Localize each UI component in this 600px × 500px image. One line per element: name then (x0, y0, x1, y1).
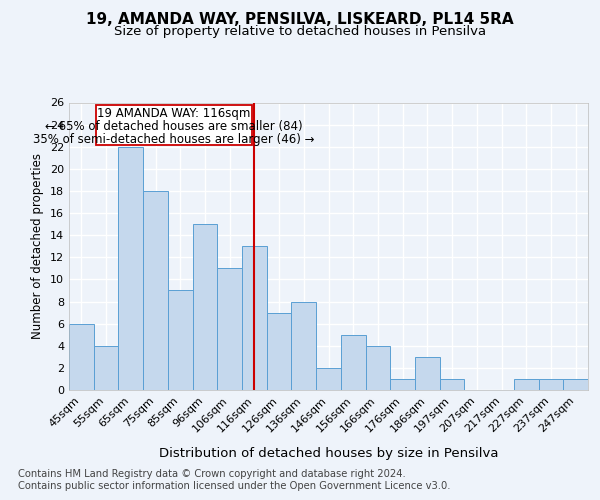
Bar (415, 357, 440, 390)
Bar (514, 379, 539, 390)
Bar (143, 191, 168, 390)
Bar (242, 246, 267, 390)
Text: 19, AMANDA WAY, PENSILVA, LISKEARD, PL14 5RA: 19, AMANDA WAY, PENSILVA, LISKEARD, PL14… (86, 12, 514, 28)
Bar (267, 312, 292, 390)
Bar (69, 324, 94, 390)
Bar (390, 379, 415, 390)
Bar (193, 224, 217, 390)
Text: Contains public sector information licensed under the Open Government Licence v3: Contains public sector information licen… (18, 481, 451, 491)
Bar (341, 334, 365, 390)
Bar (539, 379, 563, 390)
Bar (365, 346, 390, 390)
Bar (217, 268, 242, 390)
Bar (168, 290, 193, 390)
Text: Size of property relative to detached houses in Pensilva: Size of property relative to detached ho… (114, 25, 486, 38)
Bar (440, 379, 464, 390)
Text: Contains HM Land Registry data © Crown copyright and database right 2024.: Contains HM Land Registry data © Crown c… (18, 469, 406, 479)
Bar (292, 302, 316, 390)
Text: 19 AMANDA WAY: 116sqm: 19 AMANDA WAY: 116sqm (97, 107, 251, 120)
Text: ← 65% of detached houses are smaller (84): ← 65% of detached houses are smaller (84… (45, 120, 303, 133)
Y-axis label: Number of detached properties: Number of detached properties (31, 153, 44, 340)
Bar (316, 368, 341, 390)
FancyBboxPatch shape (96, 104, 252, 144)
Text: Distribution of detached houses by size in Pensilva: Distribution of detached houses by size … (159, 448, 499, 460)
Bar (94, 346, 118, 390)
Text: 35% of semi-detached houses are larger (46) →: 35% of semi-detached houses are larger (… (33, 134, 315, 146)
Bar (118, 146, 143, 390)
Bar (563, 379, 588, 390)
